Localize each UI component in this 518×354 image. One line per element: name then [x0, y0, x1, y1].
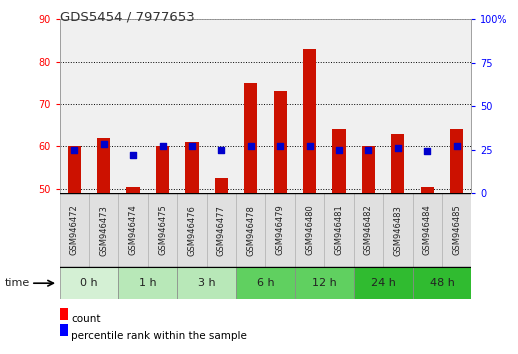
Point [217, 147, 225, 152]
Text: 3 h: 3 h [198, 278, 215, 288]
Bar [177, 193, 207, 267]
Bar [119, 193, 148, 267]
Bar [333, 130, 346, 193]
Text: GSM946477: GSM946477 [217, 205, 226, 256]
Bar [185, 142, 198, 193]
Text: 48 h: 48 h [429, 278, 454, 288]
Bar [148, 193, 177, 267]
Bar [412, 193, 442, 267]
Point [188, 143, 196, 149]
Bar [207, 193, 236, 267]
Text: count: count [71, 314, 100, 324]
Bar [126, 187, 140, 193]
Point [247, 143, 255, 149]
Bar [450, 130, 463, 193]
Point [99, 142, 108, 147]
Bar [274, 91, 287, 193]
Bar [362, 147, 375, 193]
Text: percentile rank within the sample: percentile rank within the sample [71, 331, 247, 341]
Text: GSM946472: GSM946472 [70, 205, 79, 256]
Bar [295, 267, 354, 299]
Bar [442, 193, 471, 267]
Bar [177, 267, 236, 299]
Point [335, 147, 343, 152]
Text: GSM946478: GSM946478 [246, 205, 255, 256]
Bar [97, 138, 110, 193]
Bar [324, 193, 354, 267]
Text: GSM946480: GSM946480 [305, 205, 314, 256]
Text: 12 h: 12 h [312, 278, 337, 288]
Text: 1 h: 1 h [139, 278, 156, 288]
Text: GSM946483: GSM946483 [393, 205, 402, 256]
Point [394, 145, 402, 151]
Point [70, 147, 78, 152]
Point [453, 143, 461, 149]
Bar [60, 193, 89, 267]
Text: GSM946476: GSM946476 [188, 205, 196, 256]
Text: GSM946473: GSM946473 [99, 205, 108, 256]
Point [423, 148, 431, 154]
Bar [236, 267, 295, 299]
Point [306, 143, 314, 149]
Bar [354, 193, 383, 267]
Text: 0 h: 0 h [80, 278, 98, 288]
Bar [421, 187, 434, 193]
Bar [354, 267, 412, 299]
Text: GDS5454 / 7977653: GDS5454 / 7977653 [60, 11, 194, 24]
Text: GSM946481: GSM946481 [335, 205, 343, 256]
Bar [119, 267, 177, 299]
Text: GSM946474: GSM946474 [128, 205, 138, 256]
Text: GSM946485: GSM946485 [452, 205, 461, 256]
Bar [266, 193, 295, 267]
Bar [215, 178, 228, 193]
Bar [391, 134, 405, 193]
Text: GSM946475: GSM946475 [158, 205, 167, 256]
Bar [156, 147, 169, 193]
Text: GSM946479: GSM946479 [276, 205, 285, 256]
Text: 6 h: 6 h [256, 278, 275, 288]
Point [364, 147, 372, 152]
Bar [295, 193, 324, 267]
Text: GSM946484: GSM946484 [423, 205, 432, 256]
Point [129, 152, 137, 158]
Text: 24 h: 24 h [371, 278, 396, 288]
Bar [244, 83, 257, 193]
Point [159, 143, 167, 149]
Bar [60, 267, 119, 299]
Point [276, 143, 284, 149]
Bar [412, 267, 471, 299]
Text: time: time [5, 278, 31, 288]
Text: GSM946482: GSM946482 [364, 205, 373, 256]
Bar [383, 193, 412, 267]
Bar [303, 49, 316, 193]
Bar [60, 308, 68, 320]
Bar [60, 324, 68, 336]
Bar [89, 193, 119, 267]
Bar [68, 147, 81, 193]
Bar [236, 193, 266, 267]
